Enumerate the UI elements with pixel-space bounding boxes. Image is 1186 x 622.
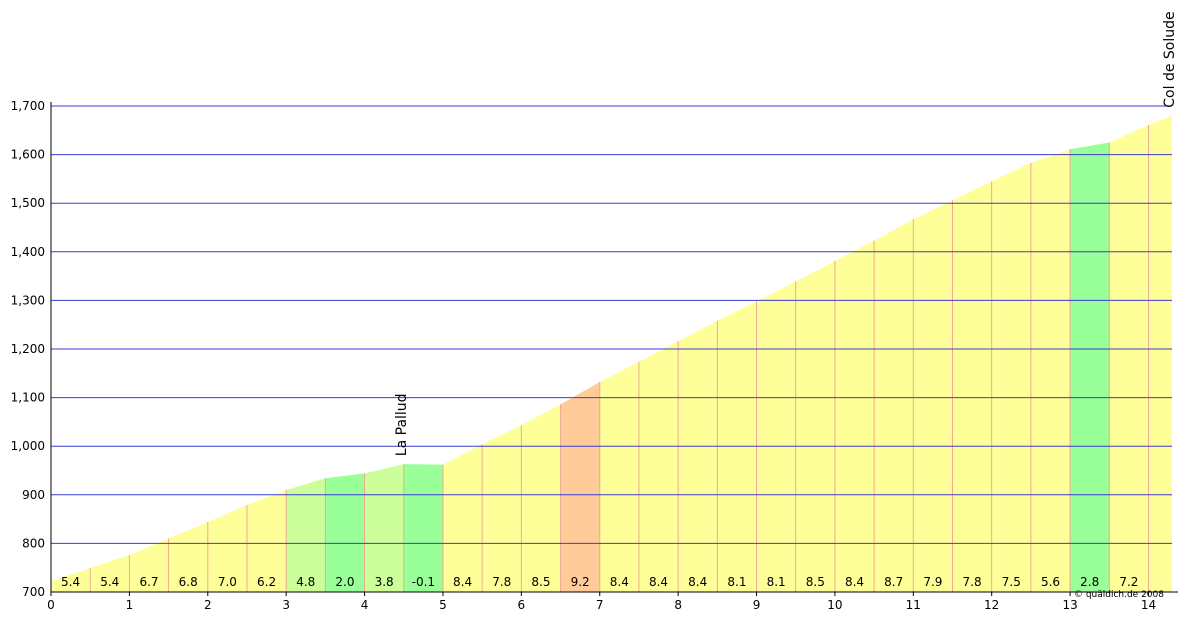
x-tick-label: 10	[827, 598, 842, 612]
gradient-label: 2.0	[335, 575, 354, 589]
gradient-label: 8.4	[649, 575, 668, 589]
y-tick-label: 900	[22, 488, 45, 502]
profile-segment	[795, 261, 835, 592]
profile-segment	[913, 200, 953, 592]
x-tick-label: 4	[361, 598, 369, 612]
x-tick-label: 8	[674, 598, 682, 612]
y-tick-label: 1,400	[11, 245, 45, 259]
y-tick-label: 1,700	[11, 99, 45, 113]
gradient-label: 4.8	[296, 575, 315, 589]
gradient-label: 7.5	[1002, 575, 1021, 589]
y-tick-label: 1,000	[11, 439, 45, 453]
profile-segment	[991, 162, 1031, 592]
x-tick-label: 1	[126, 598, 134, 612]
gradient-label: 8.5	[531, 575, 550, 589]
profile-segment	[1030, 149, 1071, 592]
profile-segment	[207, 505, 247, 592]
profile-segment	[834, 240, 875, 592]
gradient-label: 2.8	[1080, 575, 1099, 589]
gradient-label: 9.2	[571, 575, 590, 589]
gradient-label: 5.4	[100, 575, 119, 589]
profile-segment	[952, 181, 992, 592]
gradient-label: 5.6	[1041, 575, 1060, 589]
y-tick-label: 1,200	[11, 342, 45, 356]
profile-segment	[599, 361, 639, 592]
x-tick-label: 5	[439, 598, 447, 612]
profile-segment	[51, 568, 91, 592]
y-tick-label: 700	[22, 585, 45, 599]
profile-segment	[1109, 124, 1149, 592]
gradient-label: 7.2	[1119, 575, 1138, 589]
gradient-label: 8.5	[806, 575, 825, 589]
x-tick-label: 12	[984, 598, 999, 612]
y-tick-label: 800	[22, 536, 45, 550]
profile-segment	[364, 464, 404, 592]
x-tick-label: 11	[906, 598, 921, 612]
gradient-label: 8.4	[453, 575, 472, 589]
gradient-label: 8.1	[767, 575, 786, 589]
y-tick-label: 1,300	[11, 293, 45, 307]
x-tick-label: 13	[1062, 598, 1077, 612]
x-tick-label: 3	[282, 598, 290, 612]
profile-segment	[403, 464, 443, 592]
profile-segment	[521, 404, 561, 592]
profile-segment	[168, 522, 208, 592]
x-tick-label: 14	[1141, 598, 1156, 612]
gradient-label: 6.8	[179, 575, 198, 589]
x-tick-label: 6	[518, 598, 526, 612]
y-tick-label: 1,500	[11, 196, 45, 210]
profile-segment	[246, 489, 287, 592]
gradient-label: 8.4	[610, 575, 629, 589]
profile-segment	[482, 425, 522, 592]
profile-segment	[874, 219, 914, 592]
gradient-label: 8.4	[688, 575, 707, 589]
profile-segment	[756, 281, 796, 592]
x-tick-label: 0	[47, 598, 55, 612]
credit: © quäldich.de 2008	[1074, 590, 1164, 600]
profile-segment	[678, 320, 718, 592]
x-tick-label: 2	[204, 598, 212, 612]
gradient-label: -0.1	[412, 575, 435, 589]
gradient-label: 8.1	[727, 575, 746, 589]
gradient-label: 5.4	[61, 575, 80, 589]
profile-segment	[325, 473, 365, 592]
gradient-label: 7.8	[492, 575, 511, 589]
profile-segment	[1070, 142, 1110, 592]
y-tick-label: 1,600	[11, 148, 45, 162]
profile-segment	[129, 538, 169, 592]
gradient-label: 7.0	[218, 575, 237, 589]
gradient-label: 6.7	[139, 575, 158, 589]
profile-segment	[638, 341, 679, 592]
y-tick-label: 1,100	[11, 391, 45, 405]
gradient-label: 6.2	[257, 575, 276, 589]
profile-segment	[560, 382, 600, 592]
x-tick-label: 7	[596, 598, 604, 612]
gradient-label: 8.7	[884, 575, 903, 589]
profile-segment	[286, 478, 326, 592]
gradient-label: 7.8	[963, 575, 982, 589]
gradient-label: 7.9	[923, 575, 942, 589]
profile-segment	[1148, 115, 1172, 592]
profile-segment	[90, 555, 130, 592]
x-tick-label: 9	[753, 598, 761, 612]
annotation: Col de Solude	[1162, 11, 1178, 107]
gradient-label: 3.8	[375, 575, 394, 589]
profile-segment	[442, 444, 483, 592]
gradient-label: 8.4	[845, 575, 864, 589]
annotation: La Pallud	[394, 393, 410, 456]
